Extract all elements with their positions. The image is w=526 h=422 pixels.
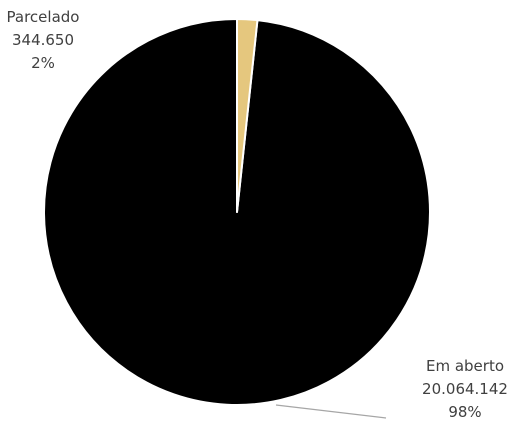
- label-parcelado-percent: 2%: [31, 54, 55, 72]
- label-em-aberto-value: 20.064.142: [422, 380, 508, 398]
- label-parcelado-name: Parcelado: [7, 8, 80, 26]
- label-em-aberto-percent: 98%: [448, 403, 481, 421]
- label-em-aberto-name: Em aberto: [426, 357, 504, 375]
- label-parcelado-value: 344.650: [12, 31, 74, 49]
- pie-slice-parcelado: [236, 18, 259, 213]
- leader-line-em-aberto: [275, 404, 387, 419]
